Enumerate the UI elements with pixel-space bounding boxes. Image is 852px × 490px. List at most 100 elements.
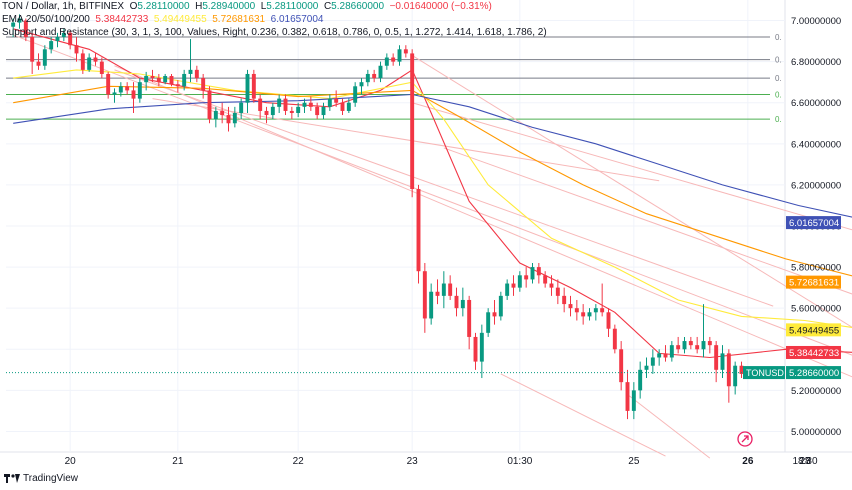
candle[interactable]: [157, 74, 161, 86]
candle-body[interactable]: [683, 341, 687, 349]
candle[interactable]: [322, 103, 326, 119]
candle[interactable]: [379, 62, 383, 83]
candle-body[interactable]: [157, 78, 161, 82]
candle-body[interactable]: [30, 37, 34, 62]
candle-body[interactable]: [252, 74, 256, 99]
candle-body[interactable]: [638, 370, 642, 391]
candle[interactable]: [651, 349, 655, 374]
candle-body[interactable]: [246, 74, 250, 103]
candle-body[interactable]: [499, 296, 503, 317]
candle[interactable]: [391, 53, 395, 65]
candle[interactable]: [607, 308, 611, 337]
candle-body[interactable]: [372, 74, 376, 78]
candle-body[interactable]: [208, 90, 212, 119]
candle[interactable]: [613, 325, 617, 354]
candle-body[interactable]: [619, 349, 623, 382]
candle-body[interactable]: [189, 70, 193, 74]
candle-body[interactable]: [258, 99, 262, 111]
candle[interactable]: [575, 300, 579, 321]
candle[interactable]: [138, 78, 142, 103]
candle-body[interactable]: [569, 304, 573, 308]
candle[interactable]: [100, 58, 104, 79]
candle[interactable]: [404, 45, 408, 57]
candle-body[interactable]: [87, 58, 91, 70]
candle[interactable]: [265, 107, 269, 123]
candle[interactable]: [455, 288, 459, 317]
candle[interactable]: [474, 333, 478, 370]
candle[interactable]: [714, 341, 718, 382]
candle-body[interactable]: [106, 74, 110, 95]
candle[interactable]: [189, 39, 193, 82]
candle[interactable]: [398, 45, 402, 66]
candle-body[interactable]: [315, 107, 319, 115]
candle[interactable]: [721, 345, 725, 378]
candle[interactable]: [486, 308, 490, 337]
candle-body[interactable]: [334, 99, 338, 103]
candle-body[interactable]: [265, 111, 269, 115]
candle[interactable]: [518, 271, 522, 292]
candle-body[interactable]: [524, 275, 528, 279]
candle[interactable]: [43, 45, 47, 70]
candle-body[interactable]: [379, 66, 383, 78]
candle[interactable]: [252, 70, 256, 103]
candle[interactable]: [683, 337, 687, 353]
candle-body[interactable]: [404, 49, 408, 53]
candle-body[interactable]: [607, 312, 611, 328]
candle-body[interactable]: [493, 312, 497, 316]
candle-body[interactable]: [670, 345, 674, 357]
candle-body[interactable]: [138, 82, 142, 98]
candle-body[interactable]: [429, 292, 433, 319]
candle-body[interactable]: [239, 103, 243, 113]
candle[interactable]: [208, 86, 212, 123]
candle-body[interactable]: [328, 99, 332, 107]
candle[interactable]: [284, 95, 288, 116]
candle-body[interactable]: [75, 45, 79, 53]
candle[interactable]: [75, 37, 79, 62]
candle[interactable]: [461, 288, 465, 317]
candle[interactable]: [569, 296, 573, 317]
candle-body[interactable]: [455, 296, 459, 308]
candle-body[interactable]: [708, 341, 712, 345]
candle[interactable]: [442, 271, 446, 308]
candle[interactable]: [341, 99, 345, 115]
candle-body[interactable]: [505, 284, 509, 296]
candle-body[interactable]: [296, 107, 300, 113]
candle-body[interactable]: [581, 312, 585, 316]
candle[interactable]: [429, 284, 433, 325]
candle-body[interactable]: [94, 58, 98, 62]
candle-body[interactable]: [398, 49, 402, 61]
candle-body[interactable]: [37, 62, 41, 66]
candle-body[interactable]: [214, 111, 218, 119]
candle-body[interactable]: [227, 115, 231, 123]
candle[interactable]: [512, 275, 516, 296]
candle[interactable]: [220, 103, 224, 124]
candle-body[interactable]: [220, 111, 224, 115]
candle[interactable]: [315, 103, 319, 119]
candle[interactable]: [670, 341, 674, 362]
candle-body[interactable]: [290, 111, 294, 113]
candle[interactable]: [588, 308, 592, 320]
candle-body[interactable]: [233, 113, 237, 123]
candle[interactable]: [87, 53, 91, 71]
candle-body[interactable]: [309, 103, 313, 107]
candle-body[interactable]: [151, 76, 155, 78]
candle[interactable]: [499, 292, 503, 321]
candle-body[interactable]: [702, 341, 706, 349]
candle-body[interactable]: [721, 353, 725, 369]
candle[interactable]: [214, 107, 218, 128]
candle-body[interactable]: [353, 86, 357, 102]
candle[interactable]: [632, 382, 636, 419]
candle-body[interactable]: [144, 76, 148, 82]
candle[interactable]: [531, 263, 535, 284]
candle-body[interactable]: [562, 296, 566, 304]
candle[interactable]: [524, 267, 528, 288]
candle-body[interactable]: [303, 103, 307, 107]
candle-body[interactable]: [201, 78, 205, 90]
candle[interactable]: [550, 275, 554, 296]
candle-body[interactable]: [182, 74, 186, 86]
candle-body[interactable]: [632, 390, 636, 411]
candles[interactable]: [11, 14, 750, 419]
ema-legend[interactable]: EMA 20/50/100/200 5.38442733 5.49449455 …: [2, 14, 323, 25]
